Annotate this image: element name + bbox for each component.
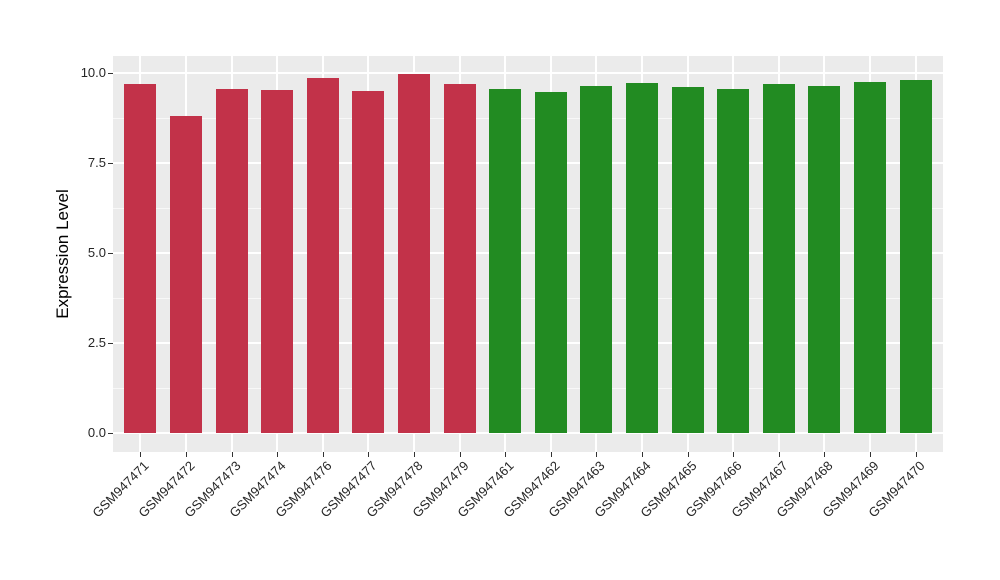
y-tick-label: 10.0 (80, 64, 106, 80)
gridline-major (113, 71, 943, 74)
x-tick-mark (870, 452, 872, 457)
gridline-minor (113, 117, 943, 119)
bar-GSM947477 (352, 90, 385, 434)
y-tick-label: 2.5 (87, 335, 106, 351)
x-tick-mark (322, 452, 324, 457)
x-tick-mark (733, 452, 735, 457)
gridline-minor (113, 388, 943, 390)
gridline-minor (113, 298, 943, 300)
bar-GSM947478 (398, 74, 430, 434)
bar-GSM947472 (170, 115, 202, 434)
y-tick-label: 7.5 (87, 155, 106, 171)
gridline-major (113, 342, 943, 345)
bar-GSM947468 (808, 85, 841, 434)
x-tick-mark (277, 452, 279, 457)
bar-GSM947469 (854, 81, 886, 434)
x-tick-mark (824, 452, 826, 457)
y-tick-label: 0.0 (87, 425, 106, 441)
bar-GSM947474 (261, 89, 294, 434)
bar-GSM947471 (124, 84, 157, 434)
x-tick-mark (915, 452, 917, 457)
y-tick-mark (108, 343, 113, 345)
plot-panel (113, 56, 943, 452)
x-tick-mark (368, 452, 370, 457)
y-tick-label: 5.0 (87, 245, 106, 261)
y-tick-mark (108, 253, 113, 255)
x-tick-mark (550, 452, 552, 457)
x-tick-mark (505, 452, 507, 457)
bar-GSM947466 (717, 88, 750, 434)
bar-GSM947463 (580, 85, 613, 434)
x-tick-mark (642, 452, 643, 457)
bar-GSM947467 (762, 84, 795, 434)
gridline-major (113, 432, 943, 435)
gridline-major (113, 252, 943, 255)
x-tick-mark (140, 452, 142, 457)
bar-GSM947470 (899, 79, 932, 434)
gridline-major (113, 162, 943, 165)
y-tick-mark (108, 433, 113, 435)
x-tick-mark (596, 452, 598, 457)
bar-GSM947476 (306, 78, 339, 434)
x-tick-mark (185, 452, 187, 457)
bar-GSM947473 (215, 88, 248, 434)
bar-GSM947479 (443, 84, 476, 434)
x-tick-mark (687, 452, 689, 457)
x-tick-mark (231, 452, 233, 457)
x-tick-mark (459, 452, 461, 457)
gridline-minor (113, 208, 943, 210)
x-tick-mark (413, 452, 415, 457)
y-tick-mark (108, 163, 113, 165)
bar-GSM947465 (671, 86, 704, 434)
y-tick-mark (108, 72, 113, 74)
x-tick-mark (778, 452, 780, 457)
bar-GSM947461 (489, 88, 522, 434)
bar-GSM947462 (534, 91, 567, 434)
bar-GSM947464 (626, 83, 658, 434)
